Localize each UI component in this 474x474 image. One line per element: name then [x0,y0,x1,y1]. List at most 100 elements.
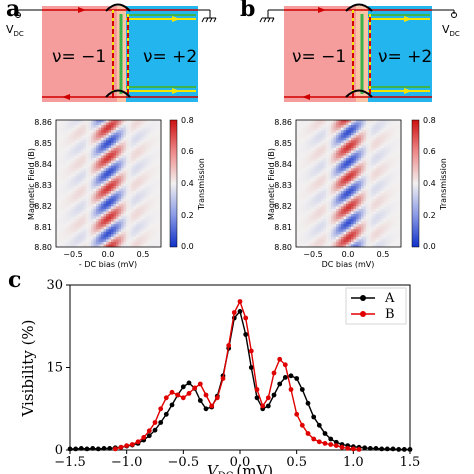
ytick: 8.80 [34,243,52,252]
cbar-tick: 0.2 [423,211,436,220]
data-point-b [231,310,237,315]
cbar-tick: 0.6 [423,147,436,156]
data-point-a [152,427,158,433]
source-terminal-icon [15,12,21,18]
data-point-a [146,433,152,439]
y-tick-label: 15 [46,361,63,376]
data-point-a [158,420,164,425]
ground-icon [259,17,275,23]
arrow-left-icon [62,94,70,100]
data-point-a [407,447,413,452]
data-point-b [112,446,118,452]
data-point-a [248,365,254,370]
panel-a: a [6,0,217,269]
data-point-b [197,381,203,387]
heatmap-ylabel: Magnetic Field (B) [267,148,276,220]
cbar-tick: 0.4 [423,179,436,188]
region-left-label: ν= −1 [52,47,106,67]
data-point-b [243,315,249,321]
panel-c: c −1.5 −1.0 −0.5 0.0 0.5 1.0 1.5 0 15 30 Visibili… [8,267,420,474]
heatmap-plot [56,120,162,248]
data-point-b [339,444,345,450]
data-point-a [67,446,73,452]
region-right-label: ν= +2 [378,47,432,67]
cbar-label: Transmission [439,158,448,211]
data-point-b [175,392,181,398]
data-point-b [282,362,288,368]
x-tick-label: 1.5 [400,455,421,470]
cbar-label: Transmission [197,158,206,211]
region-left-label: ν= −1 [292,47,346,67]
panel-b-schematic: VDC ν= −1 ν= +2 [259,3,460,102]
data-point-b [163,395,169,401]
gate-bottom [105,89,131,98]
data-point-b [237,299,243,304]
x-tick-label: 1.0 [343,455,364,470]
data-point-a [288,373,294,379]
ytick: 8.85 [34,139,52,148]
ytick: 8.83 [274,181,292,190]
legend-marker-a [360,295,366,301]
data-point-a [305,400,311,406]
data-point-b [350,446,356,452]
data-point-a [316,422,322,428]
gate-top [105,3,131,12]
data-point-a [203,406,209,412]
data-point-a [254,395,260,401]
data-point-b [118,444,124,450]
data-point-a [265,403,271,409]
xtick: −0.5 [63,250,82,259]
data-point-b [305,431,311,436]
data-point-b [220,376,226,381]
ytick: 8.81 [34,223,52,232]
data-point-b [322,441,328,446]
data-point-a [243,332,249,337]
panel-a-schematic: VDC ν= −1 ν= +2 [6,3,217,102]
xtick: −0.5 [303,250,322,259]
data-point-a [90,446,96,451]
data-point-b [271,370,277,376]
data-point-a [95,446,101,452]
data-point-b [288,387,294,392]
x-tick-label: −0.5 [168,455,200,470]
legend-label-a: A [384,291,395,306]
data-point-b [277,356,283,362]
vdc-label: V [442,23,450,36]
data-point-a [322,431,328,436]
ground-icon [201,17,217,23]
arrow-right-icon [318,7,326,13]
xtick: 0.0 [342,250,355,259]
data-point-b [316,439,322,445]
cbar-tick: 0.8 [423,116,436,125]
data-point-a [328,436,334,442]
x-tick-label: −1.0 [111,455,143,470]
colorbar [169,119,178,248]
data-point-b [265,395,271,401]
ytick: 8.85 [274,139,292,148]
data-point-a [333,439,339,445]
data-point-a [169,402,175,408]
y-tick-label: 30 [46,278,63,293]
data-point-a [311,414,317,420]
heatmap-xlabel: DC bias (mV) [322,260,375,269]
data-point-b [192,385,198,391]
data-point-a [379,446,385,452]
data-point-a [197,398,203,403]
data-point-b [203,392,209,398]
xtick: 0.5 [137,250,150,259]
panel-b-label: b [240,0,255,22]
data-point-a [101,446,107,451]
data-point-b [226,343,232,348]
colorbar [411,119,420,248]
legend-label-b: B [385,307,395,322]
ytick: 8.84 [274,160,292,169]
data-point-a [396,447,402,452]
x-tick-label: 0.0 [230,455,251,470]
ytick: 8.84 [34,160,52,169]
arrow-right-icon [404,88,412,94]
data-point-a [237,309,243,314]
svg-text:VDC: VDC [6,23,24,38]
data-point-a [401,447,407,452]
x-tick-label: −1.5 [54,455,86,470]
arrow-right-icon [172,16,180,22]
